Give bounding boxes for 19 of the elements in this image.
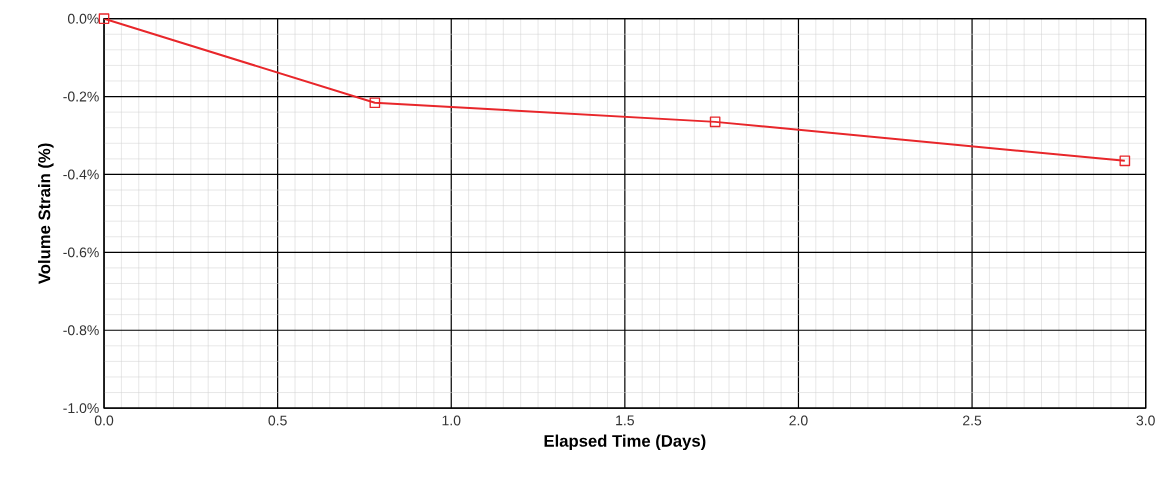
x-tick-label: 1.0 [442,415,461,426]
point [1119,155,1131,167]
x-tick-label: 0.0 [94,415,114,426]
x-tick-label: 2.0 [789,415,808,426]
y-tick-label: -0.2% [63,91,99,102]
point [98,13,110,24]
y-axis-title: Volume Strain (%) [38,143,54,284]
x-tick-label: 2.5 [963,415,982,426]
y-tick-label: -0.6% [63,247,99,258]
x-tick-label: 0.5 [268,415,287,426]
x-axis-title: Elapsed Time (Days) [544,434,706,451]
point [369,97,381,109]
y-tick-label: 0.0% [67,13,99,24]
point [709,116,721,128]
y-tick-label: -0.8% [63,325,99,336]
y-tick-label: -0.4% [63,169,99,180]
y-tick-label: -1.0% [63,403,99,414]
x-tick-label: 3.0 [1136,415,1155,426]
x-tick-label: 1.5 [616,415,634,426]
